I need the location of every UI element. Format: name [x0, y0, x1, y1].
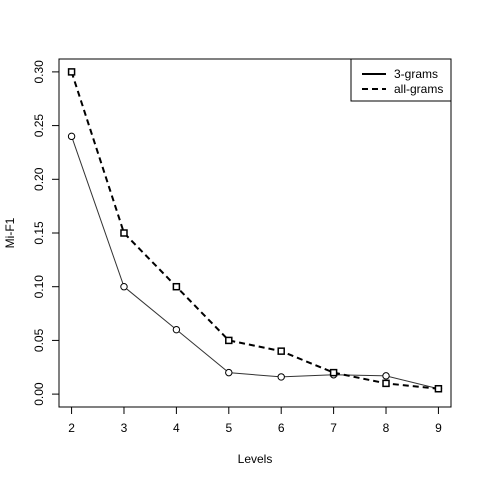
- data-point-all-grams: [67, 68, 76, 76]
- y-axis-title: Mi-F1: [3, 217, 17, 248]
- legend-box: [350, 58, 452, 102]
- x-tick-label: 9: [435, 421, 442, 435]
- x-tick-label: 6: [278, 421, 285, 435]
- series-line-all-grams: [70, 71, 439, 390]
- y-axis: 0.00 0.05 0.10 0.15 0.20 0.25 0.30: [32, 60, 60, 406]
- data-point-3-grams: [120, 283, 128, 291]
- x-axis-title: Levels: [238, 452, 273, 466]
- data-point-all-grams: [382, 379, 390, 388]
- data-point-3-grams: [172, 325, 181, 334]
- data-point-3-grams: [225, 368, 233, 377]
- y-tick-label: 0.10: [32, 275, 46, 299]
- series-layer: [67, 68, 443, 393]
- data-point-all-grams: [120, 229, 128, 237]
- y-tick-label: 0.00: [32, 382, 46, 406]
- x-axis: 2 3 4 5 6 7 8 9: [68, 406, 442, 435]
- data-point-all-grams: [277, 347, 285, 355]
- y-tick-label: 0.05: [32, 328, 46, 352]
- legend-label-all-grams: all-grams: [394, 82, 443, 96]
- legend: 3-grams all-grams: [350, 58, 452, 102]
- x-tick-label: 3: [121, 421, 128, 435]
- y-tick-label: 0.25: [32, 114, 46, 138]
- data-point-3-grams: [277, 373, 285, 381]
- data-point-3-grams: [382, 372, 390, 380]
- series-line-3-grams: [71, 136, 439, 390]
- y-tick-label: 0.30: [32, 60, 46, 84]
- x-tick-label: 4: [173, 421, 180, 435]
- x-tick-label: 5: [225, 421, 232, 435]
- data-point-all-grams: [172, 282, 181, 291]
- data-point-all-grams: [434, 384, 443, 393]
- x-tick-label: 7: [330, 421, 337, 435]
- y-tick-label: 0.20: [32, 167, 46, 191]
- y-tick-label: 0.15: [32, 221, 46, 245]
- legend-label-3-grams: 3-grams: [394, 67, 438, 81]
- x-tick-label: 8: [383, 421, 390, 435]
- data-point-all-grams: [329, 368, 338, 377]
- x-tick-label: 2: [68, 421, 75, 435]
- data-point-all-grams: [225, 336, 233, 345]
- data-point-3-grams: [67, 132, 76, 141]
